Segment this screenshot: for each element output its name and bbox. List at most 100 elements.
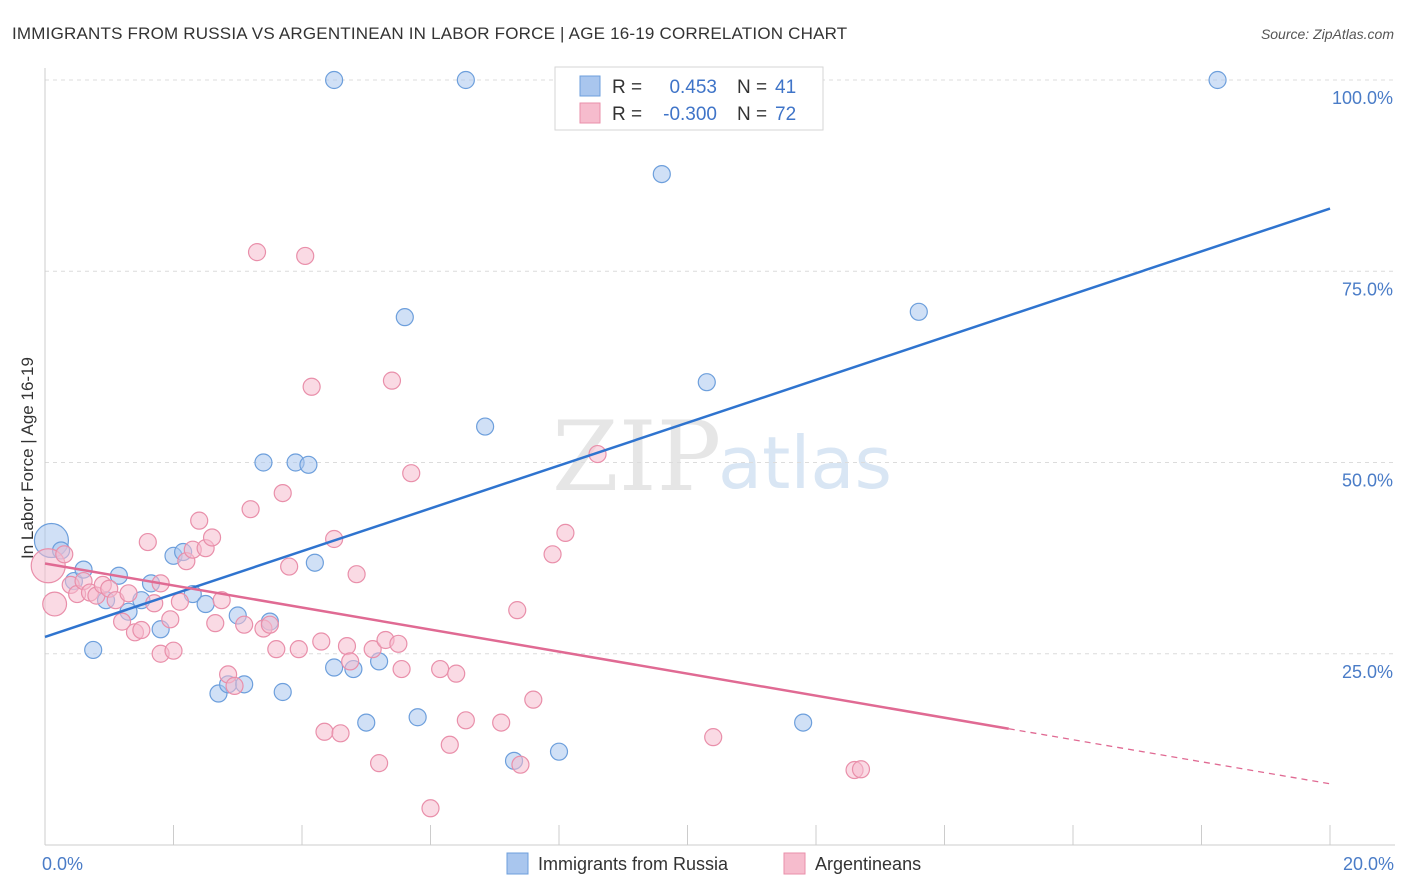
argentineans-point (55, 545, 74, 564)
russia-point (794, 713, 813, 732)
argentineans-point (225, 676, 244, 695)
russia-point (549, 742, 569, 761)
y-axis-label: In Labor Force | Age 16-19 (18, 357, 37, 559)
argentineans-point (138, 532, 157, 552)
argentineans-point (280, 557, 299, 576)
russia-point (325, 658, 344, 677)
legend-r-label-argentineans: R = (612, 104, 642, 125)
russia-point (456, 70, 475, 90)
bottom-legend-swatch-argentineans (783, 852, 806, 875)
argentineans-point (402, 464, 421, 483)
russia-point (697, 373, 716, 392)
argentineans-point (389, 634, 408, 653)
axes (44, 68, 1395, 846)
bottom-legend-swatch-russia (506, 852, 529, 875)
argentineans-point (421, 799, 440, 818)
argentineans-point (267, 640, 286, 659)
argentineans-point (347, 565, 366, 584)
russia-point (325, 70, 344, 90)
trend-line-argentineans-extension (1008, 728, 1331, 785)
argentineans-point (296, 246, 315, 266)
russia-point (357, 713, 376, 732)
x-tick-label-min: 0.0% (42, 854, 83, 874)
legend-n-value-russia: 41 (775, 77, 796, 98)
argentineans-point (392, 659, 411, 679)
russia-point (196, 594, 215, 614)
argentineans-point (382, 371, 402, 390)
russia-point (254, 453, 273, 472)
argentineans-point (247, 243, 267, 262)
argentineans-point (363, 640, 382, 659)
legend-r-label-russia: R = (612, 77, 642, 98)
argentineans-point (170, 592, 190, 611)
argentineans-point (132, 620, 151, 640)
legend-swatch-argentineans (579, 102, 601, 124)
argentineans-point (212, 591, 231, 610)
y-tick-label-25: 25.0% (1342, 662, 1393, 682)
russia-point (273, 682, 292, 702)
russia-point (299, 455, 318, 474)
legend-n-label-argentineans: N = (737, 104, 767, 125)
argentineans-point (431, 659, 450, 679)
argentineans-point (556, 523, 575, 542)
russia-point (476, 417, 495, 436)
argentineans-point (704, 728, 723, 747)
argentineans-point (235, 615, 254, 634)
argentineans-point (190, 511, 209, 530)
argentineans-point (341, 652, 360, 671)
argentineans-point (315, 722, 334, 741)
argentineans-point (312, 632, 331, 651)
legend-r-value-russia: 0.453 (669, 77, 717, 98)
argentineans-point (456, 711, 475, 730)
argentineans-point (524, 690, 543, 709)
argentineans-point (851, 760, 871, 779)
argentineans-point (202, 528, 222, 547)
argentineans-point (42, 591, 68, 617)
argentineans-point (289, 640, 308, 659)
trend-line-argentineans (44, 562, 1009, 730)
argentineans-point (241, 500, 260, 519)
series-legend: Immigrants from Russia Argentineans (506, 852, 921, 875)
russia-point (305, 553, 324, 572)
argentineans-point (119, 584, 138, 603)
russia-point (408, 708, 427, 727)
legend-n-label-russia: N = (737, 77, 767, 98)
y-tick-label-100: 100.0% (1332, 88, 1393, 108)
argentineans-point (161, 610, 180, 629)
argentineans-point (440, 735, 459, 754)
russia-point (84, 640, 103, 660)
bottom-legend-label-argentineans: Argentineans (815, 854, 921, 874)
y-tick-label-75: 75.0% (1342, 279, 1393, 299)
chart-title: IMMIGRANTS FROM RUSSIA VS ARGENTINEAN IN… (12, 24, 847, 43)
argentineans-point (302, 377, 321, 396)
argentineans-point (337, 636, 357, 656)
watermark-zip: ZIP (552, 401, 721, 513)
argentineans-point (273, 484, 292, 503)
argentineans-point (206, 614, 225, 633)
legend-n-value-argentineans: 72 (775, 104, 796, 125)
x-tick-label-max: 20.0% (1343, 854, 1394, 874)
russia-point (1208, 70, 1227, 90)
argentineans-point (370, 754, 389, 773)
argentineans-point (543, 545, 562, 564)
legend-r-value-argentineans: -0.300 (663, 104, 717, 125)
russia-point (395, 308, 414, 327)
series-argentineans-points (30, 243, 871, 818)
trend-lines (44, 207, 1331, 785)
grid (45, 79, 1395, 655)
argentineans-point (508, 601, 527, 620)
argentineans-point (511, 755, 530, 774)
argentineans-point (112, 612, 132, 631)
argentineans-point (588, 444, 607, 464)
argentineans-point (164, 641, 183, 660)
argentineans-point (492, 713, 511, 732)
chart-source: Source: ZipAtlas.com (1261, 26, 1394, 42)
argentineans-point (331, 724, 350, 743)
legend-swatch-russia (579, 75, 601, 97)
bottom-legend-label-russia: Immigrants from Russia (538, 854, 729, 874)
y-tick-labels: 25.0% 50.0% 75.0% 100.0% (1332, 88, 1393, 682)
argentineans-point (260, 615, 279, 634)
trend-line-russia (44, 207, 1331, 639)
y-tick-label-50: 50.0% (1342, 471, 1393, 491)
